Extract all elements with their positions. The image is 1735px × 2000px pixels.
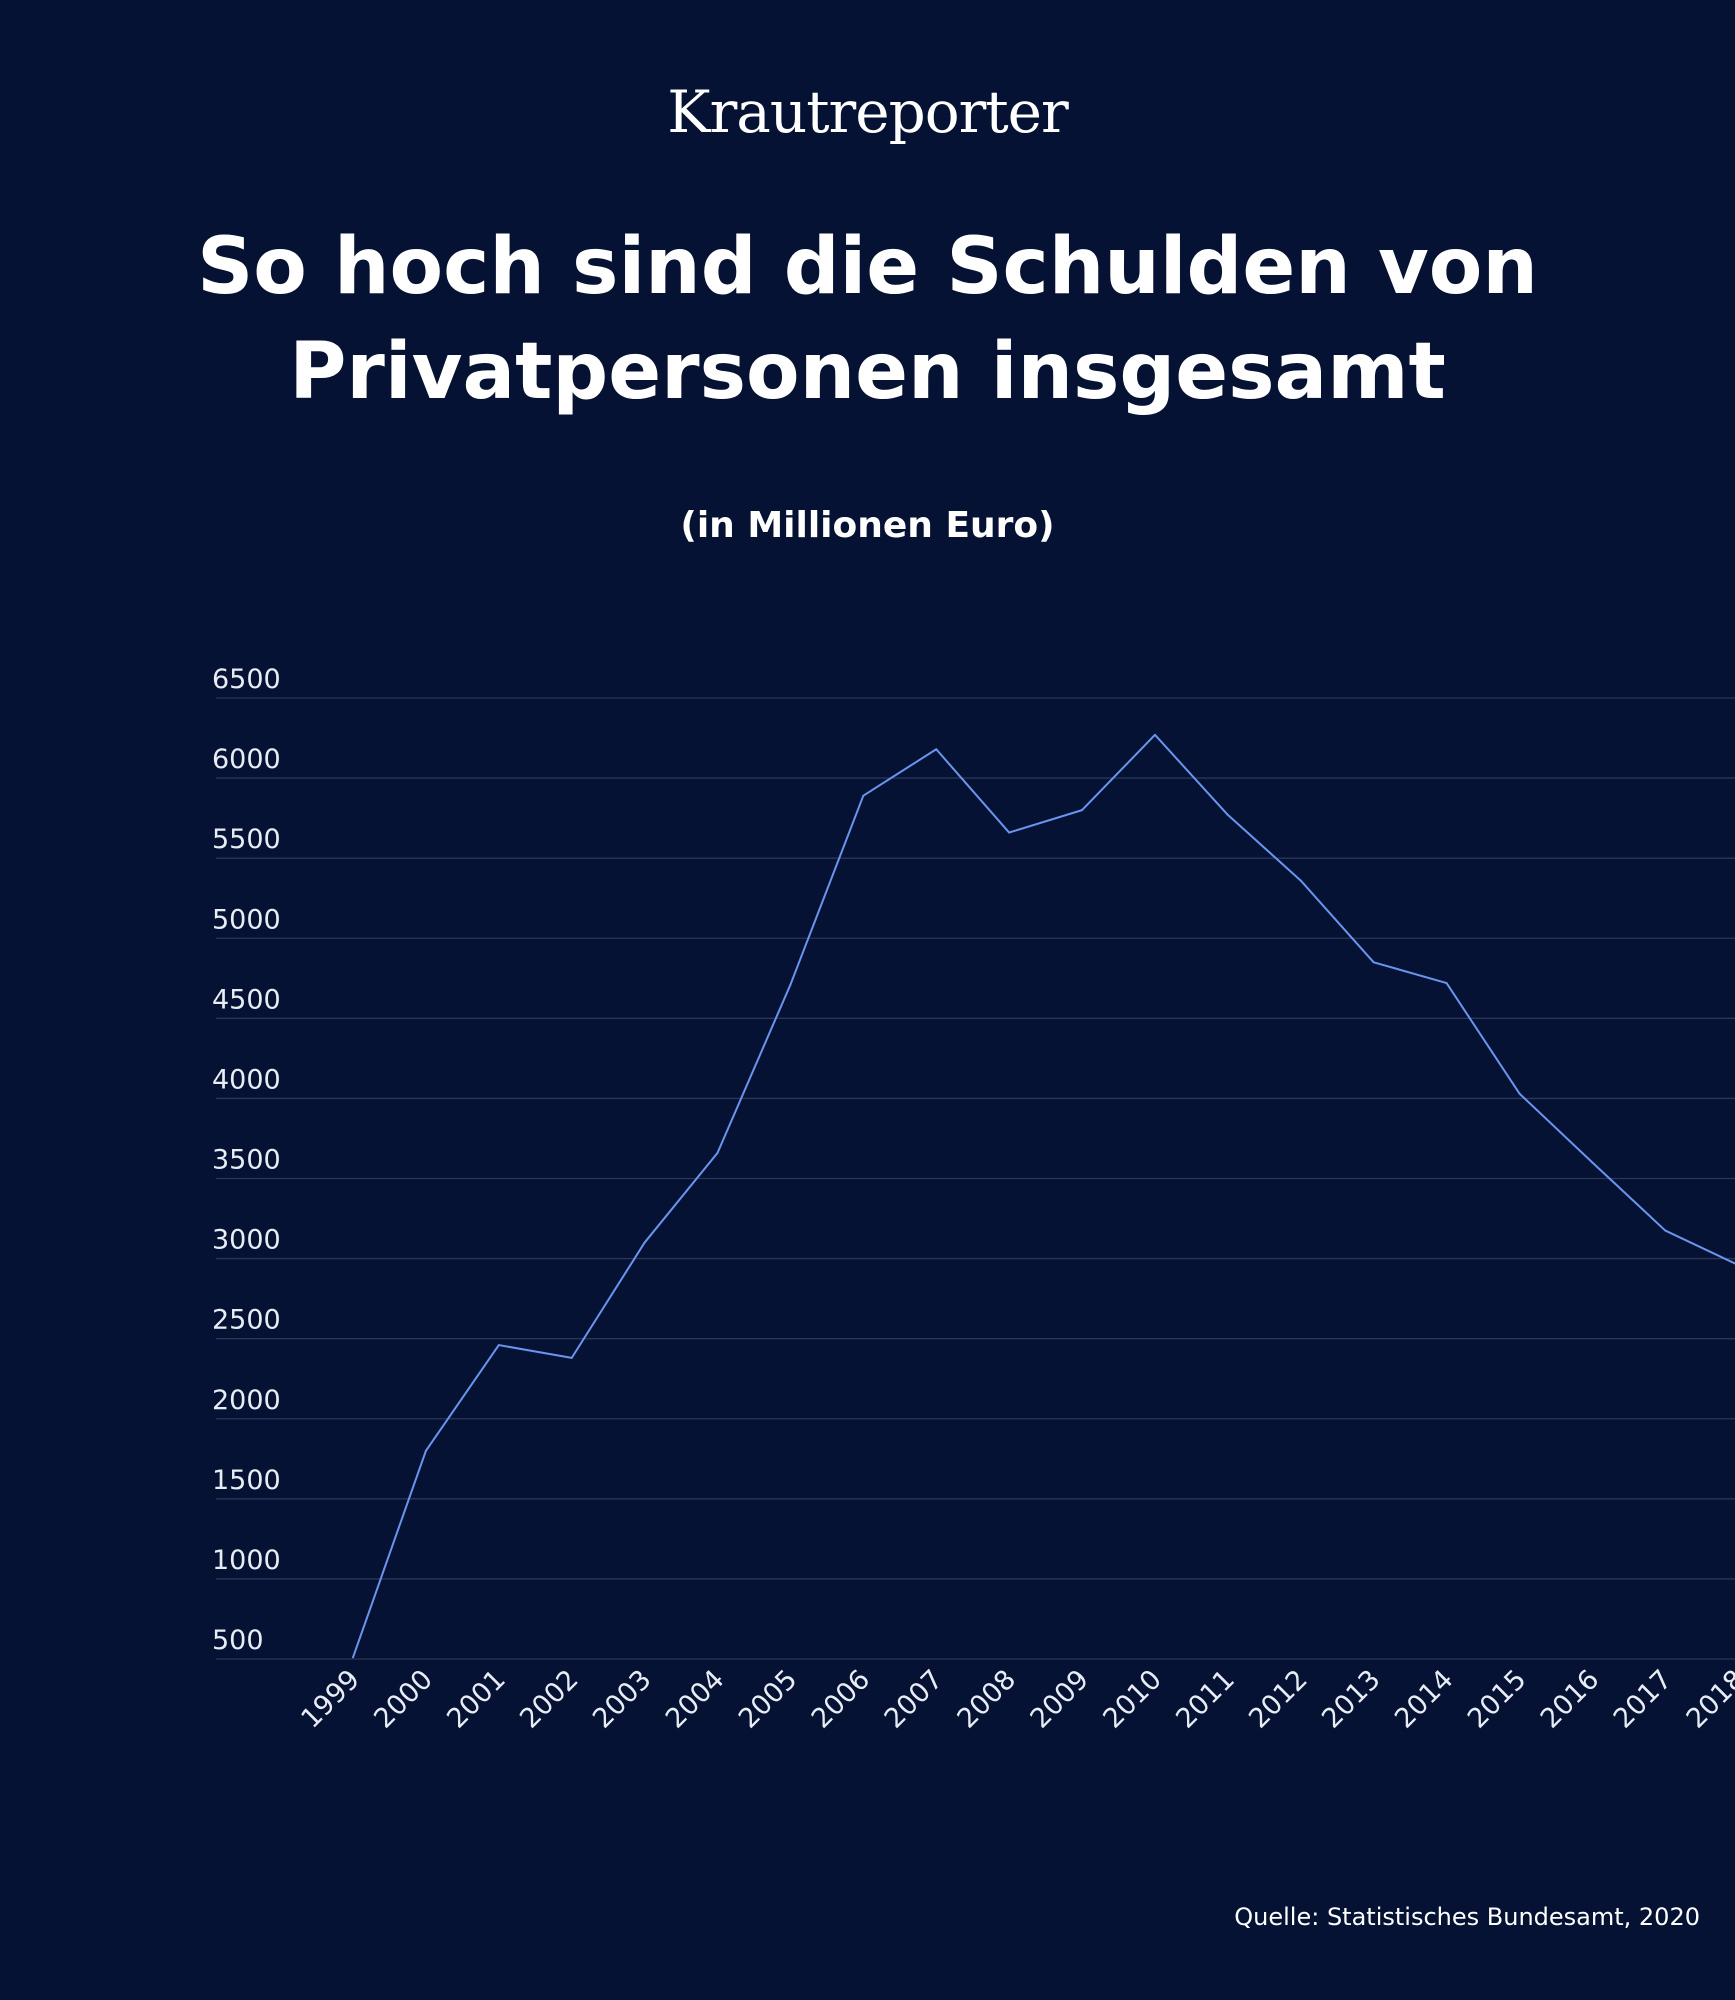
data-point: [1664, 1229, 1667, 1232]
chart-title: So hoch sind die Schulden von Privatpers…: [0, 215, 1735, 425]
x-tick-label: 2004: [660, 1664, 731, 1735]
data-point: [1299, 879, 1302, 882]
data-point: [1081, 809, 1084, 812]
x-tick-label: 2018: [1681, 1664, 1735, 1735]
x-tick-label: 2001: [441, 1664, 512, 1735]
y-tick-label: 6000: [212, 744, 281, 775]
y-tick-label: 6500: [212, 664, 281, 695]
krautreporter-logo: Krautreporter: [667, 78, 1068, 146]
x-tick-label: 2010: [1097, 1664, 1168, 1735]
data-point: [1153, 733, 1156, 736]
y-tick-label: 4000: [212, 1064, 281, 1095]
x-tick-label: 2015: [1462, 1664, 1533, 1735]
y-tick-label: 5500: [212, 824, 281, 855]
data-point: [643, 1241, 646, 1244]
x-tick-label: 2009: [1024, 1664, 1095, 1735]
x-tick-label: 2012: [1243, 1664, 1314, 1735]
x-tick-label: 2006: [806, 1664, 877, 1735]
title-line-1: So hoch sind die Schulden von: [197, 222, 1538, 312]
x-tick-label: 2000: [368, 1664, 439, 1735]
data-point: [1008, 831, 1011, 834]
y-tick-label: 5000: [212, 904, 281, 935]
y-tick-label: 3000: [212, 1225, 281, 1256]
data-point: [424, 1449, 427, 1452]
x-tick-label: 2011: [1170, 1664, 1241, 1735]
data-point: [570, 1356, 573, 1359]
x-tick-label: 2014: [1389, 1664, 1460, 1735]
series-line: [352, 733, 1735, 1658]
x-tick-label: 1999: [295, 1664, 366, 1735]
data-point: [497, 1344, 500, 1347]
data-point: [352, 1656, 354, 1659]
data-point: [862, 794, 865, 797]
x-tick-label: 2005: [733, 1664, 804, 1735]
data-point: [935, 748, 938, 751]
y-tick-label: 2000: [212, 1385, 281, 1416]
y-tick-label: 2500: [212, 1305, 281, 1336]
x-tick-label: 2007: [879, 1664, 950, 1735]
x-tick-label: 2003: [587, 1664, 658, 1735]
data-point: [1372, 961, 1375, 964]
x-tick-label: 2017: [1608, 1664, 1679, 1735]
y-tick-label: 4500: [212, 984, 281, 1015]
data-point: [1226, 813, 1229, 816]
x-tick-label: 2002: [514, 1664, 585, 1735]
data-point: [1445, 982, 1448, 985]
data-point: [716, 1151, 719, 1154]
x-tick-label: 2013: [1316, 1664, 1387, 1735]
y-tick-label: 500: [212, 1625, 264, 1656]
data-point: [1518, 1092, 1521, 1095]
y-tick-label: 1500: [212, 1465, 281, 1496]
x-tick-label: 2016: [1535, 1664, 1606, 1735]
data-point: [1591, 1161, 1594, 1164]
source-note: Quelle: Statistisches Bundesamt, 2020: [1234, 1903, 1700, 1931]
y-tick-label: 1000: [212, 1545, 281, 1576]
y-tick-label: 3500: [212, 1145, 281, 1176]
title-line-2: Privatpersonen insgesamt: [289, 327, 1446, 417]
chart-subtitle: (in Millionen Euro): [680, 505, 1055, 546]
data-point: [789, 983, 792, 986]
x-tick-label: 2008: [952, 1664, 1023, 1735]
